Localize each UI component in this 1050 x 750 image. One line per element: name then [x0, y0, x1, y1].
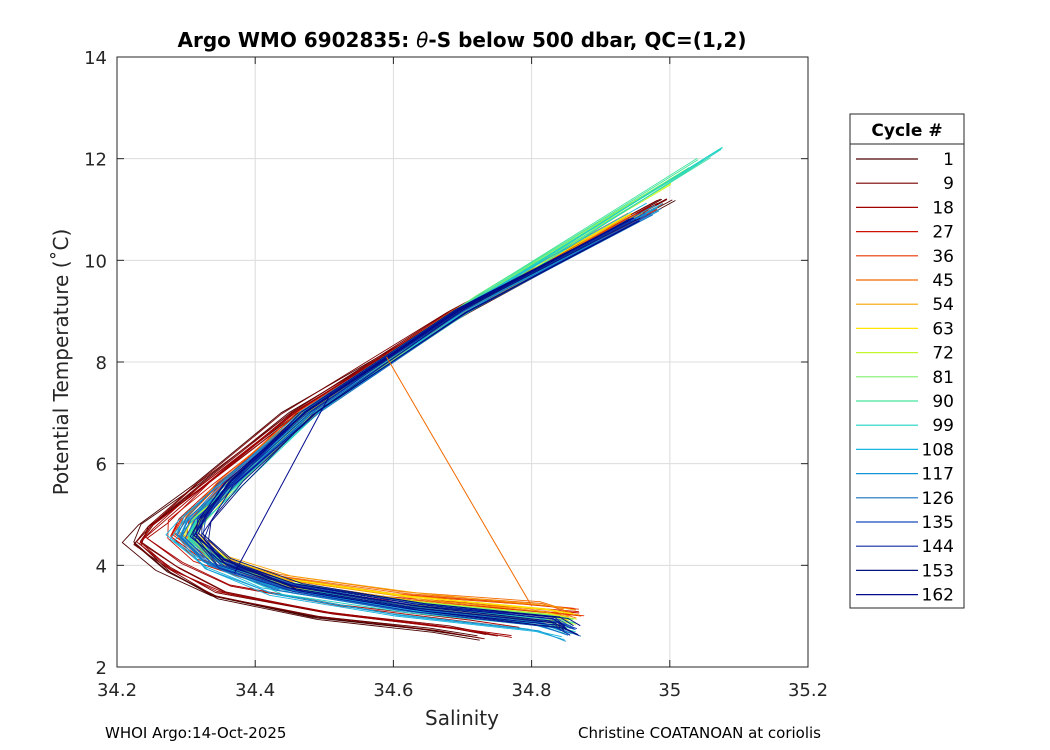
y-tick-label: 6 [96, 455, 107, 476]
legend: Cycle # 19182736455463728190991081171261… [849, 113, 965, 609]
legend-entry-label: 72 [932, 344, 954, 364]
series-layer [121, 147, 723, 642]
series-line [121, 198, 663, 637]
x-tick-label: 34.2 [97, 680, 137, 701]
series-line [189, 219, 632, 631]
x-tick-label: 34.8 [512, 680, 552, 701]
legend-title: Cycle # [871, 121, 942, 141]
annotation-layer [234, 356, 533, 607]
x-tick-label: 34.4 [235, 680, 275, 701]
y-axis-ticks: 2 4 6 8 10 12 14 [84, 48, 808, 679]
spike-navy [234, 392, 332, 574]
legend-entry-label: 63 [932, 319, 954, 339]
y-tick-label: 8 [96, 353, 107, 374]
legend-entry-label: 18 [932, 198, 954, 218]
series-line [180, 210, 660, 642]
legend-entry-label: 45 [932, 271, 954, 291]
legend-entry-label: 9 [943, 174, 954, 194]
series-line [133, 199, 658, 640]
legend-entry-label: 36 [932, 247, 954, 267]
legend-entry-label: 108 [922, 440, 954, 460]
x-tick-label: 35.2 [788, 680, 828, 701]
legend-entry-label: 135 [922, 513, 954, 533]
legend-entry-label: 1 [943, 150, 954, 170]
series-line [194, 218, 632, 629]
series-line [194, 220, 632, 636]
series-line [198, 217, 635, 627]
y-tick-label: 14 [84, 48, 107, 69]
y-axis-label: Potential Temperature (˚C) [49, 229, 73, 496]
y-tick-label: 10 [84, 251, 107, 272]
legend-entry-label: 126 [922, 489, 954, 509]
legend-entry-label: 90 [932, 392, 954, 412]
legend-entry-label: 99 [932, 416, 954, 436]
legend-entry-label: 54 [932, 295, 954, 315]
footer-right: Christine COATANOAN at coriolis [578, 724, 821, 742]
series-line [195, 217, 634, 627]
x-tick-label: 35 [658, 680, 681, 701]
chart-title: Argo WMO 6902835: θ-S below 500 dbar, QC… [178, 28, 747, 52]
x-axis-ticks: 34.2 34.4 34.6 34.8 35 35.2 [97, 57, 828, 701]
legend-entry-label: 162 [922, 586, 954, 606]
y-tick-label: 12 [84, 150, 107, 171]
legend-entries: 1 9 18 27 36 45 54 63 72 81 90 99 108 117 126 135 144 153… [856, 150, 954, 606]
footer-left: WHOI Argo:14-Oct-2025 [105, 724, 287, 742]
y-tick-label: 4 [96, 556, 107, 577]
legend-entry-label: 153 [922, 561, 954, 581]
series-162 [192, 217, 640, 636]
legend-box [849, 113, 965, 609]
legend-entry-label: 117 [922, 465, 954, 485]
legend-entry-label: 81 [932, 368, 954, 388]
series-line [138, 205, 653, 638]
x-tick-label: 34.6 [373, 680, 413, 701]
y-tick-label: 2 [96, 658, 107, 679]
legend-entry-label: 144 [922, 537, 954, 557]
spike-orange [386, 356, 533, 607]
legend-entry-label: 27 [932, 223, 954, 243]
x-axis-label: Salinity [425, 706, 499, 730]
